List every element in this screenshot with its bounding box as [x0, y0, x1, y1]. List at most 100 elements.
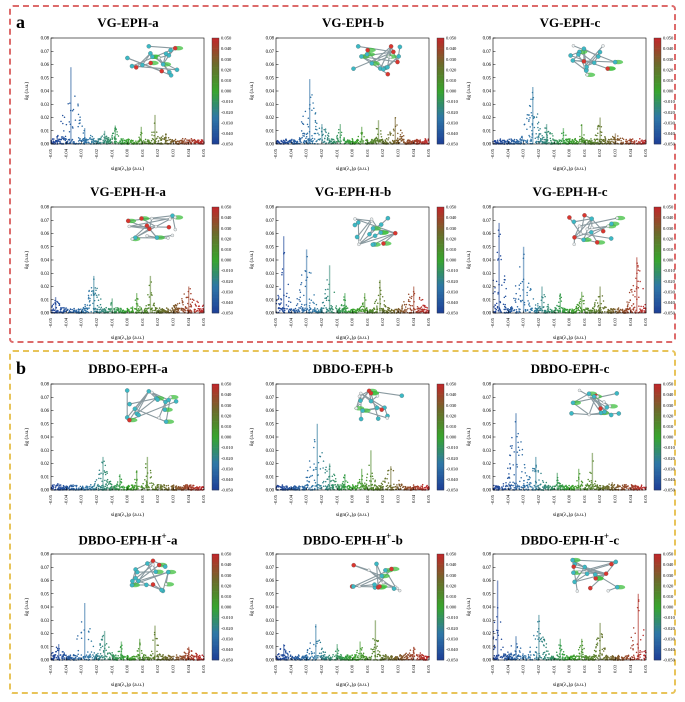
scatter-point — [588, 309, 591, 312]
scatter-point — [310, 272, 312, 274]
colorbar-segment — [437, 77, 444, 81]
colorbar-tick-label: 0.040 — [663, 215, 674, 220]
scatter-point — [335, 305, 338, 307]
scatter-point — [510, 310, 513, 313]
scatter-point — [619, 309, 621, 311]
scatter-point — [319, 138, 321, 140]
atom — [567, 215, 572, 220]
scatter-point — [336, 309, 338, 312]
colorbar-segment — [212, 262, 219, 266]
scatter-point — [494, 304, 496, 306]
colorbar-segment — [437, 72, 444, 76]
scatter-point — [86, 310, 89, 313]
scatter-point — [62, 137, 64, 140]
scatter-point — [414, 308, 416, 311]
scatter-point — [401, 135, 404, 138]
scatter-point — [192, 484, 195, 487]
atom — [572, 242, 576, 246]
scatter-point — [90, 310, 92, 313]
scatter-point — [116, 131, 118, 133]
scatter-point — [526, 142, 529, 144]
scatter-point — [538, 132, 541, 135]
colorbar-segment — [654, 209, 661, 213]
y-tick-label: 0.02 — [483, 116, 492, 121]
scatter-point — [105, 483, 107, 485]
scatter-point — [617, 311, 619, 313]
colorbar-tick-label: -0.040 — [446, 300, 459, 305]
colorbar-segment — [212, 222, 219, 226]
x-tick-label: -0.03 — [521, 148, 526, 158]
scatter-point — [427, 139, 429, 142]
colorbar-tick-label: -0.030 — [221, 289, 234, 294]
scatter-point — [200, 142, 202, 144]
scatter-point — [639, 141, 641, 144]
scatter-point — [560, 306, 563, 309]
colorbar-segment — [212, 294, 219, 298]
scatter-point — [53, 138, 55, 140]
colorbar-segment — [654, 43, 661, 47]
scatter-point — [637, 266, 639, 268]
scatter-point — [71, 485, 73, 488]
scatter-point — [159, 486, 162, 489]
scatter-point — [586, 307, 589, 310]
scatter-point — [56, 310, 59, 312]
colorbar-segment — [437, 265, 444, 269]
bond — [141, 53, 151, 66]
scatter-point — [77, 103, 79, 105]
scatter-point — [425, 140, 428, 142]
colorbar-tick-label: 0.000 — [663, 89, 674, 94]
scatter-point — [51, 309, 54, 311]
scatter-points — [492, 222, 647, 314]
scatter-point — [628, 291, 631, 294]
scatter-points — [275, 79, 430, 145]
atom — [125, 218, 131, 224]
x-axis-label: sign(λ₂)ρ (a.u.) — [111, 165, 144, 172]
x-tick-label: -0.02 — [536, 317, 541, 327]
scatter-point — [511, 309, 513, 311]
scatter-point — [313, 302, 315, 305]
scatter-point — [137, 311, 139, 313]
scatter-point — [532, 298, 535, 300]
scatter-point — [189, 298, 192, 300]
scatter-point — [643, 309, 645, 312]
scatter-point — [309, 311, 311, 313]
scatter-point — [137, 488, 139, 490]
atom — [601, 44, 605, 48]
scatter-point — [281, 307, 283, 310]
scatter-point — [529, 136, 531, 138]
scatter-point — [639, 138, 641, 140]
scatter-point — [327, 134, 329, 136]
y-tick-label: 0.08 — [41, 383, 50, 388]
colorbar-segment — [654, 307, 661, 311]
scatter-point — [147, 304, 150, 306]
scatter-point — [578, 141, 580, 144]
scatter-point — [68, 121, 71, 123]
scatter-point — [139, 309, 142, 311]
x-tick-label: 0.03 — [612, 317, 617, 326]
y-tick-label: 0.05 — [41, 245, 50, 250]
scatter-point — [73, 141, 75, 143]
scatter-point — [597, 126, 599, 128]
colorbar-segment — [654, 67, 661, 71]
scatter-point — [518, 310, 520, 312]
scatter-point — [74, 95, 76, 97]
scatter-point — [98, 294, 100, 296]
colorbar-segment — [654, 260, 661, 263]
scatter-point — [620, 139, 622, 142]
colorbar-segment — [437, 48, 444, 52]
scatter-point — [294, 140, 296, 142]
scatter-point — [337, 140, 340, 142]
scatter-point — [147, 139, 149, 141]
atom — [154, 235, 160, 240]
y-tick-label: 0.02 — [483, 285, 492, 290]
scatter-point — [62, 307, 64, 309]
scatter-point — [543, 310, 546, 313]
scatter-point — [359, 306, 362, 309]
scatter-point — [422, 304, 424, 307]
scatter-point — [198, 308, 201, 310]
scatter-point — [90, 286, 93, 289]
scatter-point — [551, 309, 553, 311]
scatter-point — [306, 132, 309, 134]
colorbar-tick-label: 0.020 — [663, 236, 674, 241]
scatter-point — [62, 484, 65, 487]
